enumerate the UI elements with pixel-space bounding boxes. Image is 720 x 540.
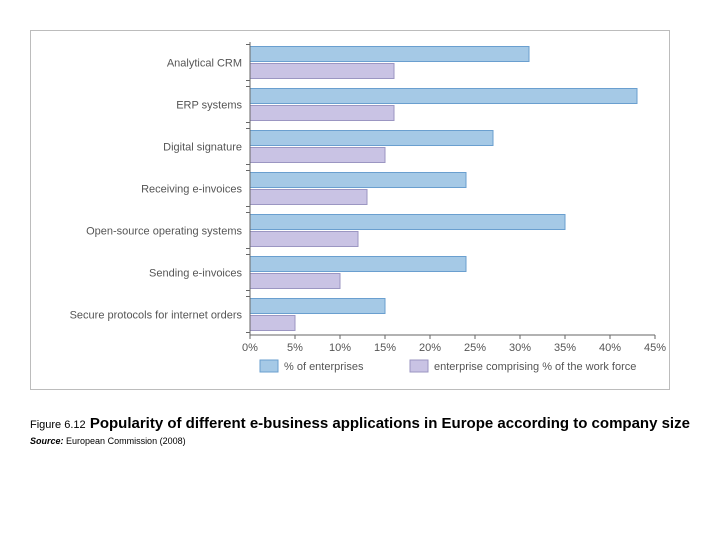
svg-text:ERP systems: ERP systems	[176, 100, 242, 112]
figure-title: Popularity of different e-business appli…	[90, 415, 690, 432]
chart-container: Analytical CRM ERP systems Digital signatu…	[0, 0, 720, 400]
svg-text:5%: 5%	[287, 342, 303, 354]
svg-text:45%: 45%	[644, 342, 666, 354]
svg-text:35%: 35%	[554, 342, 576, 354]
figure-caption: Figure 6.12 Popularity of different e-bu…	[0, 400, 720, 434]
svg-text:Sending e-invoices: Sending e-invoices	[149, 268, 242, 280]
bar-chart: Analytical CRM ERP systems Digital signatu…	[30, 30, 670, 390]
svg-text:30%: 30%	[509, 342, 531, 354]
svg-text:Open-source operating systems: Open-source operating systems	[86, 226, 242, 238]
svg-text:Digital signature: Digital signature	[163, 142, 242, 154]
svg-text:15%: 15%	[374, 342, 396, 354]
svg-text:Analytical CRM: Analytical CRM	[167, 58, 242, 70]
source-text: European Commission (2008)	[66, 436, 186, 446]
figure-label: Figure 6.12	[30, 419, 86, 431]
svg-text:20%: 20%	[419, 342, 441, 354]
svg-text:% of enterprises: % of enterprises	[284, 361, 364, 373]
svg-text:40%: 40%	[599, 342, 621, 354]
svg-text:enterprise comprising % of the: enterprise comprising % of the work forc…	[434, 361, 636, 373]
svg-text:25%: 25%	[464, 342, 486, 354]
source-label: Source:	[30, 436, 64, 446]
svg-text:10%: 10%	[329, 342, 351, 354]
figure-source: Source: European Commission (2008)	[0, 434, 720, 446]
svg-text:Receiving e-invoices: Receiving e-invoices	[141, 184, 242, 196]
svg-text:0%: 0%	[242, 342, 258, 354]
svg-text:Secure protocols for internet: Secure protocols for internet orders	[70, 310, 243, 322]
